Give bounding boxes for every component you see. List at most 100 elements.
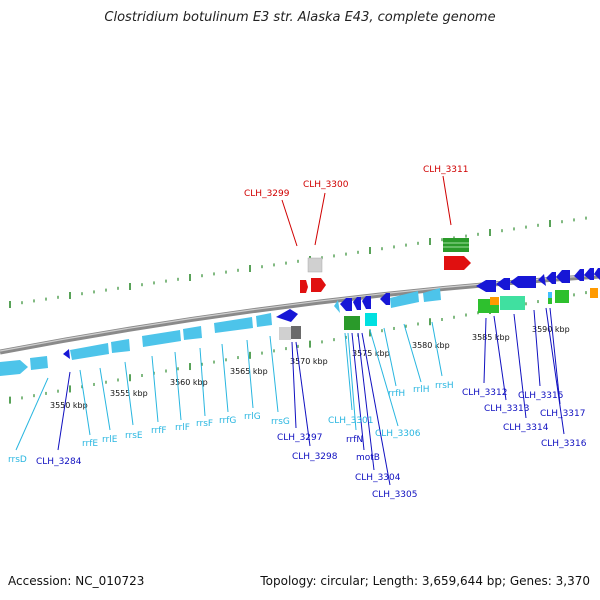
leader-line — [246, 339, 254, 409]
gene-label[interactable]: CLH_3299 — [244, 189, 290, 199]
leader-line — [57, 371, 71, 451]
gene-label[interactable]: rrsF — [196, 419, 213, 429]
gene-label[interactable]: rrfE — [82, 439, 98, 449]
gene-label[interactable]: CLH_3316 — [541, 439, 587, 449]
gene-label[interactable]: CLH_3314 — [503, 423, 549, 433]
gene-label[interactable]: CLH_3311 — [423, 165, 468, 175]
gene-feature[interactable] — [548, 298, 552, 304]
scale-label: 3560 kbp — [170, 378, 208, 387]
gene-label[interactable]: rrfH — [388, 389, 405, 399]
gene-feature[interactable] — [574, 269, 584, 281]
leader-line — [513, 313, 527, 419]
gene-label[interactable]: CLH_3313 — [484, 404, 529, 414]
leader-line — [545, 307, 565, 435]
gene-feature[interactable] — [344, 316, 360, 330]
gene-feature[interactable] — [380, 293, 390, 305]
tick-marks — [9, 216, 587, 404]
scale-label: 3585 kbp — [472, 333, 510, 342]
gene-feature[interactable] — [496, 278, 510, 290]
gene-feature[interactable] — [443, 238, 469, 252]
leader-line — [383, 327, 397, 387]
leader-line — [403, 323, 422, 383]
gene-feature[interactable] — [555, 290, 569, 303]
gene-label[interactable]: CLH_3300 — [303, 180, 349, 190]
gene-label[interactable]: rrsH — [435, 381, 454, 391]
gene-feature[interactable] — [490, 305, 499, 313]
gene-feature[interactable] — [510, 276, 536, 288]
gene-label[interactable]: rrsG — [271, 417, 290, 427]
leader-line — [151, 355, 159, 423]
gene-feature[interactable] — [111, 339, 130, 353]
leader-line — [533, 309, 541, 387]
gene-label[interactable]: CLH_3317 — [540, 409, 585, 419]
gene-feature[interactable] — [214, 317, 253, 333]
gene-feature[interactable] — [548, 292, 552, 298]
gene-feature[interactable] — [365, 313, 377, 326]
leader-line — [357, 332, 375, 471]
gene-feature[interactable] — [444, 256, 471, 270]
leader-line — [291, 341, 297, 429]
gene-feature[interactable] — [300, 280, 308, 293]
leader-line — [347, 332, 357, 431]
gene-label[interactable]: rrfF — [151, 426, 167, 436]
gene-label[interactable]: CLH_3312 — [462, 388, 507, 398]
gene-label[interactable]: rrsE — [125, 431, 143, 441]
gene-feature[interactable] — [307, 257, 323, 273]
gene-feature[interactable] — [353, 297, 361, 310]
gene-label[interactable]: CLH_3304 — [355, 473, 401, 483]
gene-label[interactable]: rrlH — [413, 385, 430, 395]
gene-feature[interactable] — [279, 327, 291, 340]
gene-feature[interactable] — [594, 268, 600, 280]
gene-feature[interactable] — [256, 313, 272, 327]
top-strand-features — [300, 238, 471, 293]
gene-feature[interactable] — [183, 326, 202, 340]
gene-label[interactable]: rrfG — [219, 416, 236, 426]
gene-feature[interactable] — [362, 296, 371, 309]
leader-line — [369, 329, 399, 427]
gene-label[interactable]: CLH_3305 — [372, 490, 417, 500]
leader-line — [431, 321, 443, 377]
gene-labels: CLH_3299 CLH_3300 CLH_3311 rrsD CLH_3284… — [8, 165, 587, 500]
gene-label[interactable]: CLH_3301 — [328, 416, 373, 426]
leader-line — [442, 175, 452, 226]
gene-feature[interactable] — [70, 343, 109, 360]
gene-feature[interactable] — [142, 330, 181, 347]
gene-feature[interactable] — [0, 360, 28, 376]
gene-label[interactable]: rrfN — [346, 435, 363, 445]
gene-feature[interactable] — [590, 288, 598, 298]
gene-feature[interactable] — [556, 270, 570, 283]
gene-label[interactable]: motB — [356, 453, 380, 463]
gene-label[interactable]: CLH_3297 — [277, 433, 322, 443]
gene-label[interactable]: CLH_3306 — [375, 429, 421, 439]
gene-feature[interactable] — [500, 296, 525, 310]
gene-feature[interactable] — [546, 272, 556, 284]
gene-feature[interactable] — [30, 356, 48, 370]
gene-label[interactable]: CLH_3298 — [292, 452, 338, 462]
leader-line — [351, 332, 365, 451]
leader-line — [344, 332, 353, 411]
gene-feature[interactable] — [423, 288, 441, 302]
gene-label[interactable]: rrlF — [175, 423, 190, 433]
scale-label: 3590 kbp — [532, 325, 570, 334]
gene-label[interactable]: CLH_3315 — [518, 391, 563, 401]
gene-label[interactable]: CLH_3284 — [36, 457, 82, 467]
gene-feature[interactable] — [340, 298, 352, 311]
accession-text: Accession: NC_010723 — [8, 574, 145, 588]
scale-label: 3580 kbp — [412, 341, 450, 350]
gene-feature[interactable] — [478, 299, 490, 313]
gene-feature[interactable] — [390, 291, 419, 308]
gene-feature[interactable] — [538, 274, 546, 286]
gene-label[interactable]: rrlG — [244, 412, 261, 422]
gene-feature[interactable] — [490, 297, 499, 305]
gene-feature[interactable] — [334, 300, 340, 313]
gene-feature[interactable] — [311, 278, 326, 292]
gene-label[interactable]: rrsD — [8, 455, 27, 465]
gene-label[interactable]: rrlE — [102, 435, 118, 445]
gene-feature[interactable] — [63, 349, 70, 359]
leader-lines — [15, 175, 565, 486]
gene-feature[interactable] — [476, 280, 496, 292]
gene-feature[interactable] — [291, 326, 301, 339]
gene-feature[interactable] — [584, 268, 594, 280]
gene-feature[interactable] — [276, 309, 298, 322]
